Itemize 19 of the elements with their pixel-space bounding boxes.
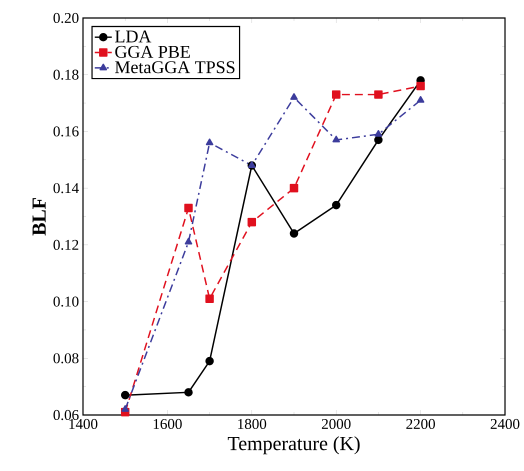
- x-axis-title: Temperature (K): [228, 436, 360, 454]
- y-tick-label: 0.10: [53, 296, 79, 307]
- x-tick-label: 1600: [154, 418, 182, 429]
- x-tick-label: 1800: [238, 418, 266, 429]
- y-tick-label: 0.06: [53, 410, 79, 420]
- x-tick-label: 2200: [406, 418, 435, 429]
- y-tick-label: 0.20: [53, 12, 79, 24]
- legend-label: MetaGGA TPSS: [115, 61, 234, 74]
- y-tick-label: 0.16: [53, 126, 79, 137]
- y-tick-label: 0.18: [53, 70, 79, 80]
- x-tick-label: 2400: [490, 418, 520, 429]
- legend-label: LDA: [115, 30, 152, 42]
- x-tick-label: 2000: [322, 418, 351, 429]
- legend-label: GGA PBE: [115, 46, 190, 58]
- x-tick-label: 1400: [69, 418, 98, 429]
- y-tick-label: 0.14: [53, 183, 79, 194]
- y-tick-label: 0.08: [53, 353, 79, 364]
- y-tick-label: 0.12: [53, 240, 78, 250]
- y-axis-title: BLF: [32, 198, 46, 236]
